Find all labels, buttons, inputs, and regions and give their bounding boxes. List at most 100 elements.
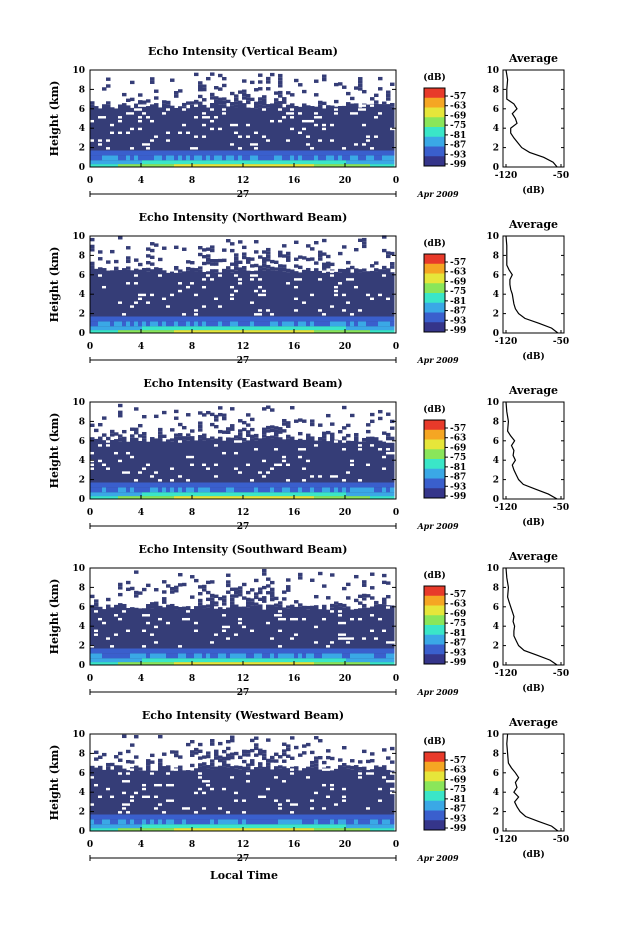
echo-cell xyxy=(262,155,267,161)
echo-cell xyxy=(230,487,235,493)
echo-cell xyxy=(314,763,319,767)
echo-cell xyxy=(278,604,283,665)
echo-cell xyxy=(250,759,255,763)
echo-cell xyxy=(330,422,335,426)
echo-cell xyxy=(310,487,315,493)
echo-cell xyxy=(346,321,351,327)
echo-cell xyxy=(258,597,263,602)
echo-cell xyxy=(134,330,139,333)
gap-cell xyxy=(230,776,235,779)
echo-cell xyxy=(162,164,167,167)
echo-cell xyxy=(198,756,203,760)
echo-cell xyxy=(142,658,147,663)
echo-cell xyxy=(306,824,311,829)
echo-cell xyxy=(242,92,247,97)
echo-cell xyxy=(142,482,147,488)
average-frame xyxy=(502,401,565,500)
echo-cell xyxy=(190,316,195,322)
gap-cell xyxy=(278,463,283,467)
echo-cell xyxy=(90,104,95,167)
echo-cell xyxy=(166,155,171,161)
gap-cell xyxy=(350,463,355,467)
echo-cell xyxy=(138,648,143,654)
echo-cell xyxy=(374,164,379,167)
echo-cell xyxy=(346,582,351,587)
gap-cell xyxy=(262,135,267,138)
echo-cell xyxy=(346,164,351,167)
echo-cell xyxy=(306,609,311,665)
echo-cell xyxy=(286,268,291,273)
echo-cell xyxy=(130,434,135,438)
colorbar-segment xyxy=(424,439,445,450)
echo-cell xyxy=(254,743,259,747)
echo-cell xyxy=(178,824,183,829)
x-tick-label: 0 xyxy=(87,840,93,850)
echo-cell xyxy=(306,605,311,610)
echo-cell xyxy=(346,653,351,659)
echo-cell xyxy=(286,424,291,428)
echo-cell xyxy=(230,482,235,488)
echo-cell xyxy=(374,261,379,265)
echo-cell xyxy=(178,436,183,499)
echo-cell xyxy=(214,316,219,322)
echo-cell xyxy=(262,101,267,106)
gap-cell xyxy=(190,147,195,150)
echo-cell xyxy=(318,828,323,831)
gap-cell xyxy=(138,293,143,297)
average-y-tick-label: 10 xyxy=(486,730,499,740)
echo-cell xyxy=(110,607,115,665)
echo-cell xyxy=(334,321,339,327)
echo-cell xyxy=(274,824,279,829)
echo-cell xyxy=(286,155,291,161)
echo-cell xyxy=(134,487,139,493)
colorbar-tick-label: -69 xyxy=(450,443,466,453)
echo-cell xyxy=(138,482,143,488)
echo-cell xyxy=(270,648,275,654)
gap-cell xyxy=(138,104,143,107)
echo-cell xyxy=(98,496,103,499)
echo-cell xyxy=(362,244,367,249)
echo-cell xyxy=(306,653,311,659)
echo-cell xyxy=(258,316,263,322)
colorbar-segment xyxy=(424,429,445,440)
echo-cell xyxy=(266,321,271,327)
echo-cell xyxy=(298,492,303,497)
echo-cell xyxy=(230,492,235,497)
echo-cell xyxy=(126,330,131,333)
echo-cell xyxy=(182,271,187,333)
echo-cell xyxy=(226,746,231,751)
echo-cell xyxy=(294,419,299,423)
echo-cell xyxy=(250,598,255,602)
echo-cell xyxy=(242,482,247,488)
echo-cell xyxy=(286,104,291,167)
echo-cell xyxy=(158,257,163,262)
colorbar-segment xyxy=(424,654,445,665)
echo-cell xyxy=(382,658,387,663)
echo-cell xyxy=(206,247,211,251)
echo-cell xyxy=(374,268,379,272)
gap-cell xyxy=(350,617,355,621)
echo-cell xyxy=(342,160,347,165)
echo-cell xyxy=(214,164,219,167)
gap-cell xyxy=(374,135,379,138)
echo-cell xyxy=(186,160,191,165)
echo-cell xyxy=(94,164,99,167)
echo-cell xyxy=(206,271,211,333)
echo-cell xyxy=(230,653,235,659)
echo-cell xyxy=(334,82,339,87)
echo-cell xyxy=(290,436,295,499)
echo-cell xyxy=(370,662,375,665)
echo-cell xyxy=(378,164,383,167)
echo-cell xyxy=(190,739,195,744)
echo-cell xyxy=(298,164,303,167)
echo-cell xyxy=(286,487,291,493)
echo-cell xyxy=(154,653,159,659)
echo-cell xyxy=(230,160,235,165)
echo-cell xyxy=(174,94,179,98)
echo-cell xyxy=(226,590,231,594)
colorbar-segment xyxy=(424,781,445,792)
echo-cell xyxy=(330,105,335,167)
echo-cell xyxy=(242,103,247,167)
echo-cell xyxy=(178,755,183,759)
echo-cell xyxy=(342,762,347,767)
